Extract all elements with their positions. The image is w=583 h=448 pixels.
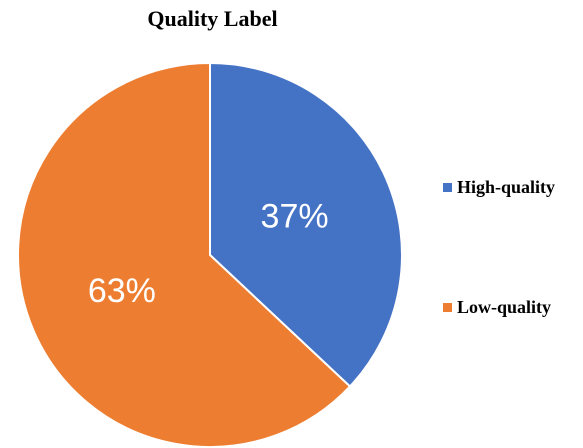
legend-item-high-quality: High-quality bbox=[443, 174, 583, 200]
legend-swatch-high-quality bbox=[443, 182, 452, 192]
legend-label-high-quality: High-quality bbox=[457, 176, 556, 197]
chart-title: Quality Label bbox=[147, 6, 278, 31]
slice-label-low-quality: 63% bbox=[88, 272, 156, 310]
legend: High-quality Low-quality bbox=[443, 174, 583, 320]
pie-slice-high-quality bbox=[209, 61, 403, 388]
legend-item-low-quality: Low-quality bbox=[443, 294, 583, 320]
legend-label-low-quality: Low-quality bbox=[457, 296, 552, 317]
pie-chart: 37% 63% bbox=[17, 61, 403, 448]
slice-label-high-quality: 37% bbox=[261, 197, 329, 235]
legend-swatch-low-quality bbox=[443, 302, 452, 312]
pie-slice-low-quality bbox=[17, 61, 352, 448]
